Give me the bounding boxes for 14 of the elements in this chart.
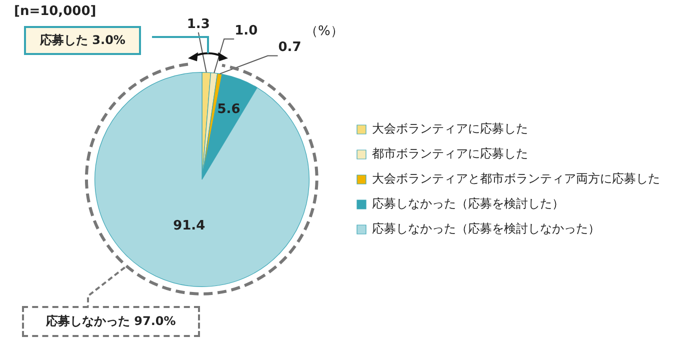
legend-label: 応募しなかった（応募を検討しなかった） bbox=[372, 222, 600, 236]
text: [n=10,000] bbox=[14, 4, 96, 19]
data-label: 5.6 bbox=[217, 102, 240, 117]
data-label: 0.7 bbox=[278, 40, 302, 56]
text: （%） bbox=[305, 23, 344, 40]
data-label: 1.0 bbox=[234, 23, 258, 38]
legend-label: 大会ボランティアと都市ボランティア両方に応募した bbox=[372, 172, 660, 186]
data-label: 1.3 bbox=[186, 16, 210, 32]
text: 応募した 3.0% bbox=[24, 26, 142, 55]
legend-label: 応募しなかった（応募を検討した） bbox=[372, 196, 564, 211]
text: 応募しなかった 97.0% bbox=[22, 306, 200, 337]
legend-label: 大会ボランティアに応募した bbox=[372, 122, 528, 136]
data-label: 91.4 bbox=[173, 218, 206, 234]
legend-label: 都市ボランティアに応募した bbox=[372, 146, 528, 161]
